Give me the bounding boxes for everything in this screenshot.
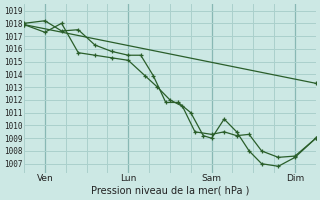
X-axis label: Pression niveau de la mer( hPa ): Pression niveau de la mer( hPa ) — [91, 186, 249, 196]
